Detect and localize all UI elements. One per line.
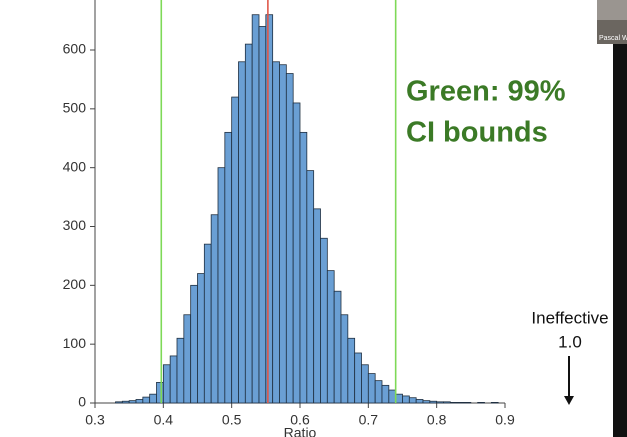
bar (381, 384, 390, 404)
bar (285, 73, 294, 404)
bar (422, 400, 431, 404)
bar (354, 352, 362, 404)
bar (156, 382, 164, 404)
bar (244, 43, 253, 404)
bar (306, 170, 315, 404)
bar (238, 61, 246, 404)
arrow-head (564, 396, 574, 405)
y-tick-label: 100 (63, 335, 87, 351)
y-tick-label: 200 (63, 276, 87, 292)
participant-name: Pascal W (599, 35, 627, 42)
bar (443, 401, 451, 404)
bar (203, 243, 212, 404)
x-tick-label: 0.5 (222, 412, 242, 428)
bar (128, 400, 137, 404)
bar (490, 402, 499, 404)
bar (326, 270, 335, 404)
bar (402, 395, 410, 404)
x-axis-label: Ratio (284, 425, 317, 437)
annotation: CI bounds (406, 117, 548, 149)
bar (265, 14, 274, 404)
bar (197, 273, 205, 404)
bar (149, 393, 157, 404)
bar (456, 402, 465, 404)
bar (210, 214, 219, 404)
bar (279, 64, 287, 404)
bar (169, 355, 178, 404)
bar (224, 131, 233, 404)
y-tick-label: 0 (78, 394, 86, 410)
bar (477, 402, 485, 404)
bar (340, 314, 349, 404)
bar (361, 364, 369, 404)
bar (320, 237, 328, 404)
bar (162, 364, 171, 404)
bar (142, 396, 151, 404)
bar (183, 314, 192, 404)
annotation: Green: 99% (406, 76, 566, 108)
bar (292, 102, 301, 404)
video-thumbnail-top (597, 0, 627, 20)
bar (429, 400, 438, 404)
side-strip (613, 44, 627, 437)
bar (408, 397, 417, 404)
bar (190, 284, 198, 404)
bar (463, 402, 472, 404)
bar (251, 14, 260, 404)
bar (395, 393, 403, 404)
bar (313, 208, 321, 404)
bar (299, 131, 308, 404)
bar (367, 373, 376, 404)
bar (449, 402, 458, 404)
x-tick-label: 0.9 (495, 412, 515, 428)
x-tick-label: 0.4 (154, 412, 174, 428)
bar (272, 61, 280, 404)
bar (333, 290, 342, 404)
marker-label: 1.0 (558, 332, 582, 351)
marker-label: Ineffective (531, 308, 608, 327)
y-tick-label: 500 (63, 100, 87, 116)
x-tick-label: 0.7 (359, 412, 379, 428)
bar (374, 380, 383, 404)
bar (121, 400, 130, 404)
bar (217, 167, 226, 404)
y-tick-label: 300 (63, 217, 87, 233)
y-tick-label: 600 (63, 41, 87, 57)
x-tick-label: 0.8 (427, 412, 447, 428)
bar (231, 96, 239, 404)
bar (388, 389, 397, 404)
bar (258, 26, 267, 404)
y-tick-label: 400 (63, 158, 87, 174)
bar (347, 337, 356, 404)
bar (436, 401, 444, 404)
x-tick-label: 0.3 (85, 412, 105, 428)
bar (176, 337, 185, 404)
bar (115, 401, 123, 404)
bar (135, 399, 144, 404)
bar (415, 399, 424, 404)
x-tick-label: 0.6 (290, 412, 310, 428)
